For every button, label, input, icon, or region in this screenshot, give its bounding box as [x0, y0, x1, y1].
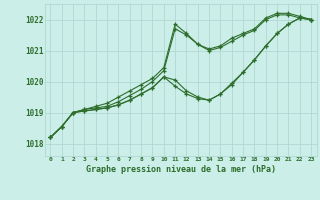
X-axis label: Graphe pression niveau de la mer (hPa): Graphe pression niveau de la mer (hPa)	[86, 165, 276, 174]
